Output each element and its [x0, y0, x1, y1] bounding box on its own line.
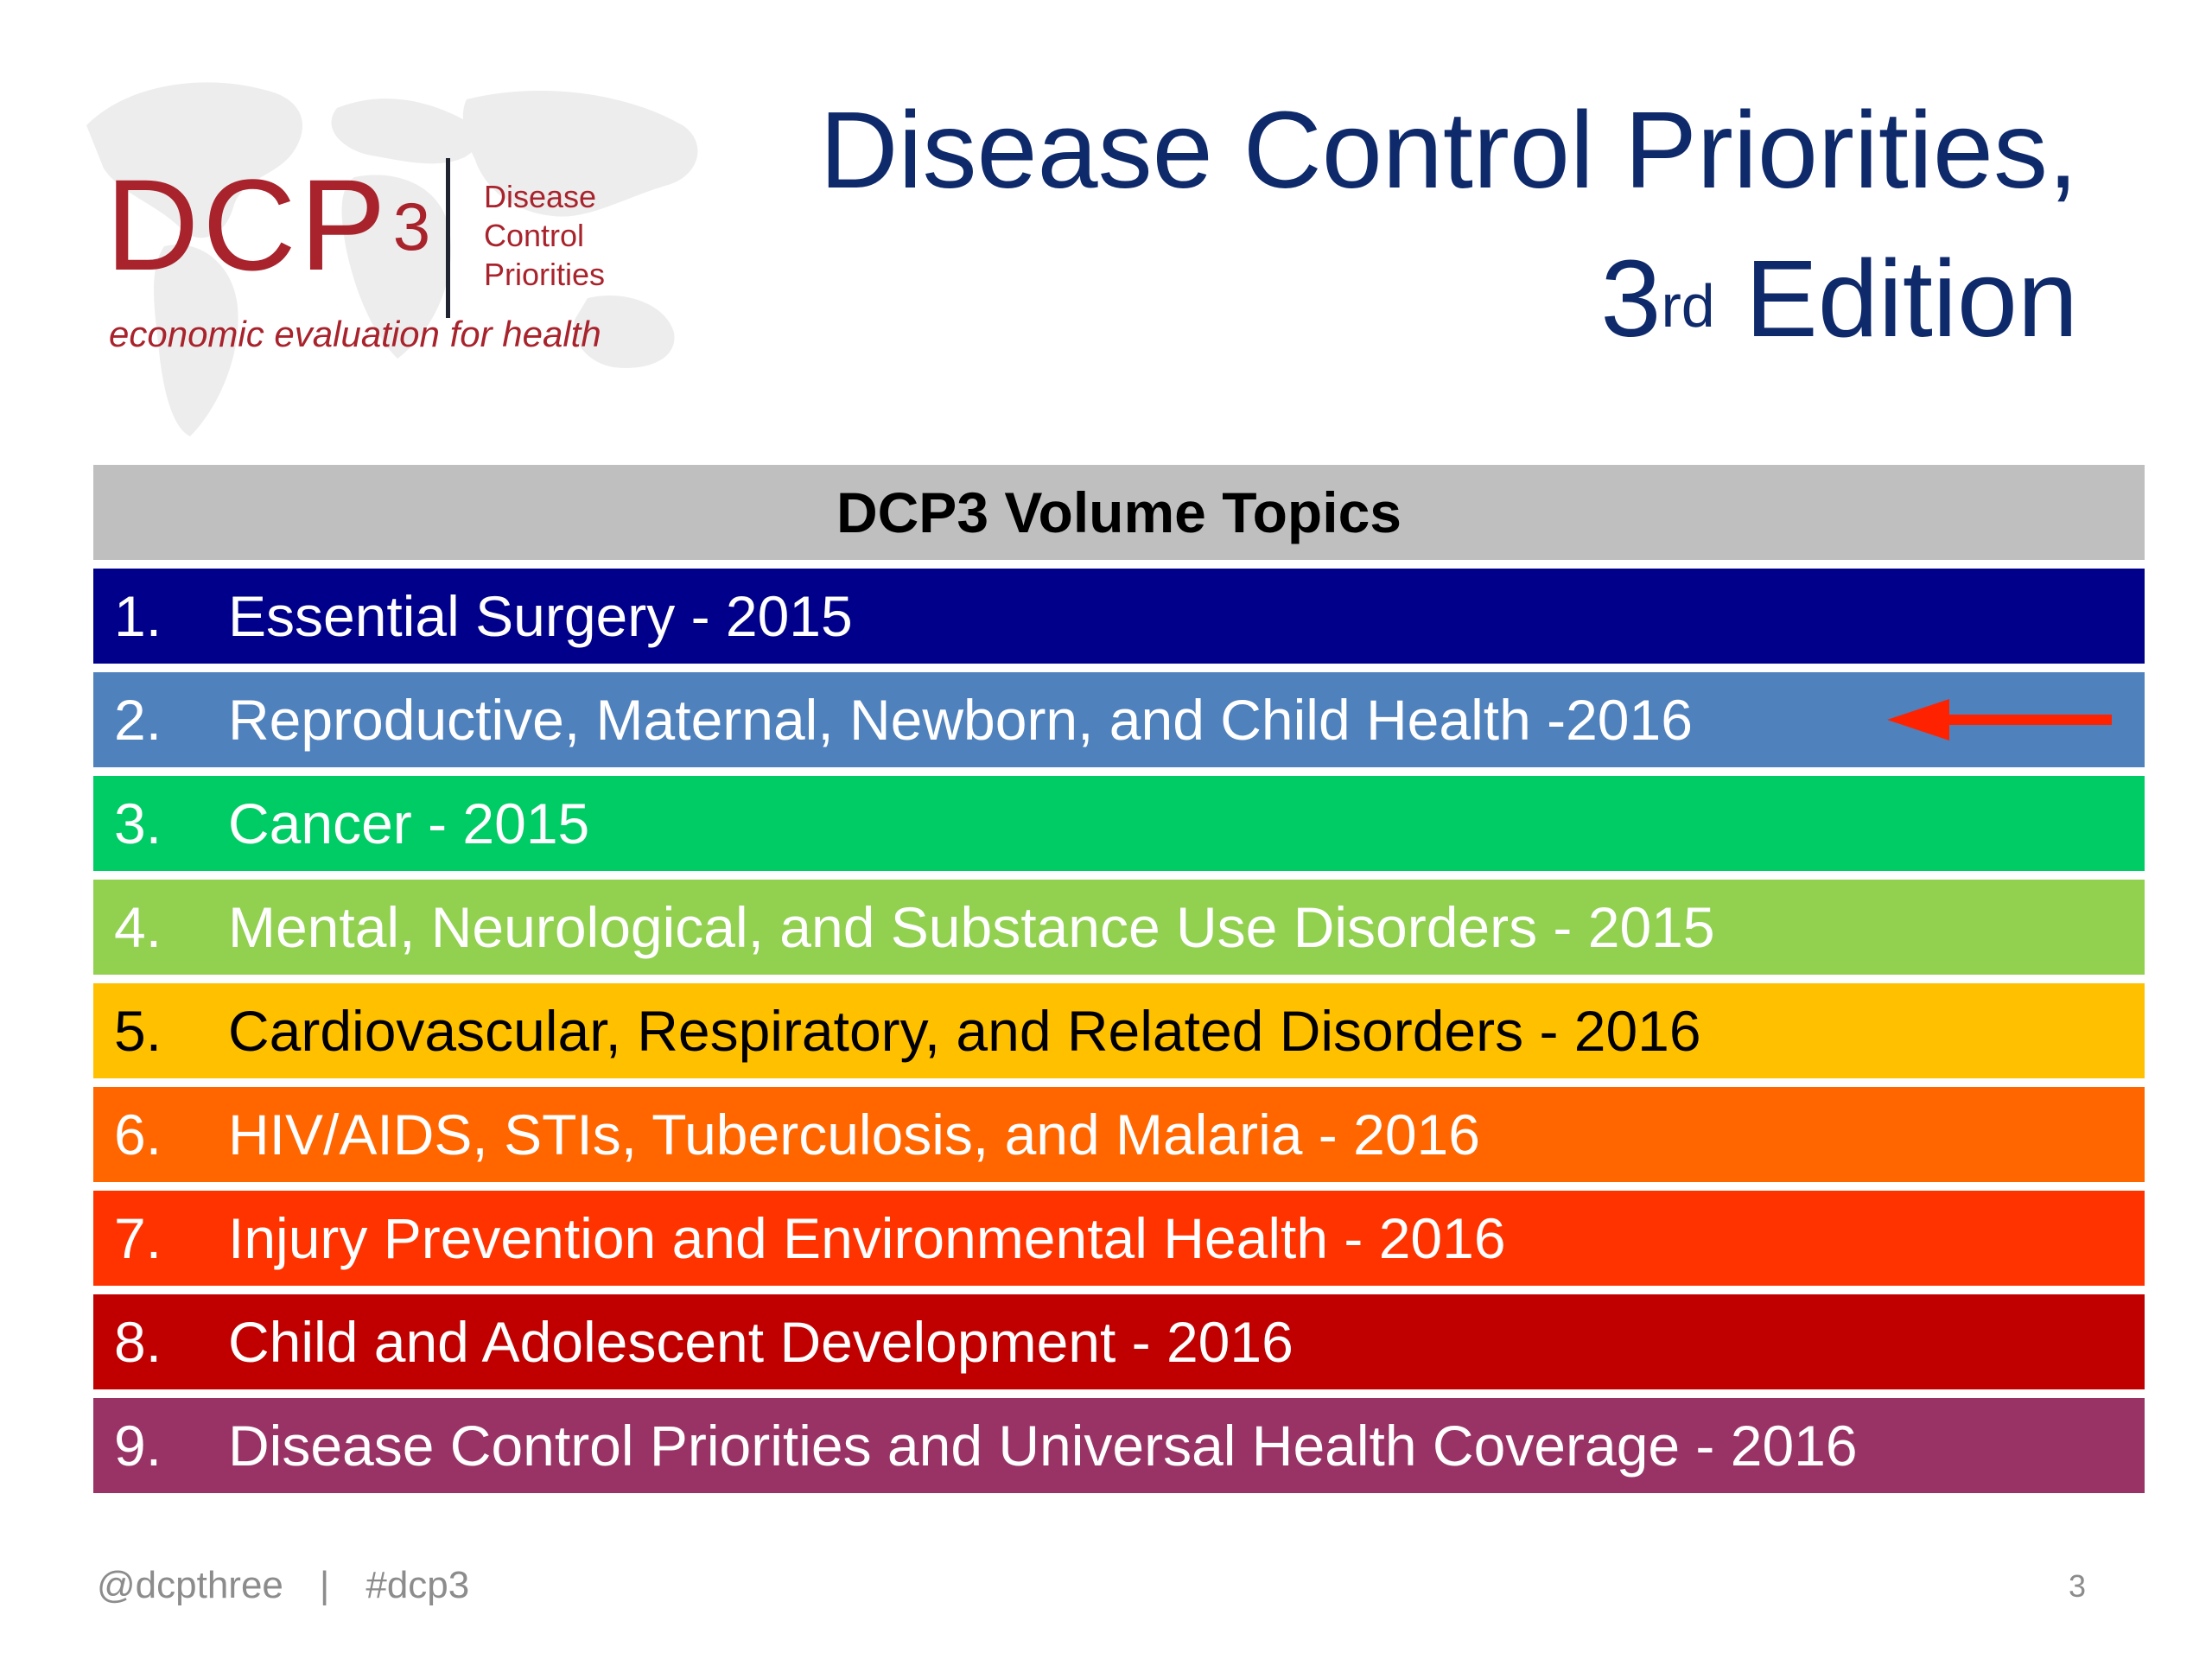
row-label: Mental, Neurological, and Substance Use …	[228, 895, 1715, 959]
row-number: 9.	[114, 1414, 162, 1478]
footer-separator: |	[319, 1564, 330, 1606]
footer-handle: @dcpthree	[97, 1564, 283, 1606]
table-row: 4. Mental, Neurological, and Substance Us…	[93, 880, 2145, 975]
table-rows: 1. Essential Surgery - 2015 2. Reproductive…	[93, 569, 2145, 1493]
table-row: 7. Injury Prevention and Environmental He…	[93, 1191, 2145, 1286]
row-number: 8.	[114, 1310, 162, 1374]
row-number: 5.	[114, 999, 162, 1063]
row-label: Disease Control Priorities and Universal…	[228, 1414, 1858, 1478]
row-number: 2.	[114, 688, 162, 752]
arrow-left-icon	[1887, 699, 2112, 741]
table-row: 9. Disease Control Priorities and Univers…	[93, 1398, 2145, 1493]
row-label: Cardiovascular, Respiratory, and Related…	[228, 999, 1701, 1063]
dcp3-logo: DCP3 Disease Control Priorities economic…	[52, 48, 717, 445]
table-row: 2. Reproductive, Maternal, Newborn, and C…	[93, 672, 2145, 767]
row-label: Essential Surgery - 2015	[228, 584, 853, 648]
footer-hashtag: #dcp3	[365, 1564, 470, 1606]
row-label: Injury Prevention and Environmental Heal…	[228, 1206, 1506, 1270]
page-number: 3	[2068, 1568, 2086, 1604]
row-number: 3.	[114, 791, 162, 855]
table-row: 6. HIV/AIDS, STIs, Tuberculosis, and Mala…	[93, 1087, 2145, 1182]
logo-name-line: Control	[484, 218, 585, 253]
row-number: 4.	[114, 895, 162, 959]
row-label: Reproductive, Maternal, Newborn, and Chi…	[228, 688, 1693, 752]
volume-topics-table: DCP3 Volume Topics 1. Essential Surgery -…	[93, 465, 2145, 1502]
title-line-2: 3rd Edition	[1600, 238, 2078, 359]
logo-wordmark: DCP3	[105, 152, 435, 297]
table-row: 5. Cardiovascular, Respiratory, and Relat…	[93, 983, 2145, 1078]
footer: @dcpthree | #dcp3	[97, 1564, 469, 1607]
logo-divider	[446, 158, 450, 318]
logo-tagline: economic evaluation for health	[109, 314, 601, 354]
table-row: 3. Cancer - 2015	[93, 776, 2145, 871]
row-number: 1.	[114, 584, 162, 648]
row-label: Child and Adolescent Development - 2016	[228, 1310, 1294, 1374]
row-label: Cancer - 2015	[228, 791, 590, 855]
slide-title: Disease Control Priorities, 3rd Edition	[696, 76, 2078, 373]
row-number: 7.	[114, 1206, 162, 1270]
title-line-1: Disease Control Priorities,	[819, 89, 2078, 211]
table-header: DCP3 Volume Topics	[93, 465, 2145, 560]
logo-name-line: Priorities	[484, 257, 606, 292]
row-number: 6.	[114, 1103, 162, 1166]
world-map-icon	[86, 82, 698, 436]
table-row: 1. Essential Surgery - 2015	[93, 569, 2145, 664]
row-label: HIV/AIDS, STIs, Tuberculosis, and Malari…	[228, 1103, 1480, 1166]
logo-name-line: Disease	[484, 179, 597, 214]
logo-name: Disease Control Priorities	[484, 177, 674, 294]
table-row: 8. Child and Adolescent Development - 201…	[93, 1294, 2145, 1389]
